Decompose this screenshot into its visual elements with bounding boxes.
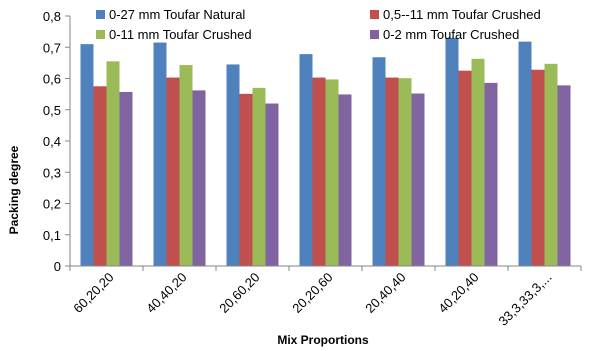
legend-label: 0-2 mm Toufar Crushed [383,27,519,42]
y-tick-label: 0,4 [43,134,61,149]
bar [471,58,485,266]
y-tick-label: 0,1 [43,228,61,243]
bar [445,37,459,266]
y-tick-label: 0,7 [43,40,61,55]
x-tick-labels: 60,20,20 40,40,20 20,60,20 20,20,60 20,40,40… [70,270,554,329]
x-tick-label: 33,3,33,3,... [495,270,554,329]
x-tick-label: 20,60,20 [216,270,262,316]
bar [252,87,266,266]
bar [398,78,412,266]
x-tick-label: 40,40,20 [143,270,189,316]
bar [106,61,120,266]
x-tick-label: 20,40,40 [362,270,408,316]
bar [179,65,193,266]
x-axis-title: Mix Proportions [277,333,369,347]
legend-swatch [370,30,379,39]
legend: 0-27 mm Toufar Natural 0,5--11 mm Toufar … [96,7,541,42]
bar [299,54,313,266]
bar [411,93,425,266]
y-tick-label: 0,3 [43,165,61,180]
legend-swatch [96,30,105,39]
bar [544,63,558,266]
legend-swatch [96,10,105,19]
bar [226,64,240,266]
x-tick-label: 60,20,20 [70,270,116,316]
y-axis-title: Packing degree [7,145,21,234]
bar [518,41,532,266]
bar [372,57,386,266]
bar [80,44,94,266]
y-tick-labels: 0 0,1 0,2 0,3 0,4 0,5 0,6 0,7 0,8 [43,9,61,274]
bar [484,82,498,266]
bar [338,94,352,266]
bar [458,70,472,266]
legend-swatch [370,10,379,19]
bar [325,79,339,266]
legend-label: 0-11 mm Toufar Crushed [109,27,252,42]
bar [557,85,571,266]
y-tick-label: 0,5 [43,103,61,118]
bar [265,103,279,266]
legend-label: 0,5--11 mm Toufar Crushed [383,7,541,22]
bar [93,86,107,266]
y-tick-label: 0,6 [43,72,61,87]
x-tick-label: 40,20,40 [435,270,481,316]
bar [531,69,545,266]
bar [119,91,133,266]
bar [192,90,206,266]
bar [153,42,167,266]
bar [239,93,253,266]
legend-label: 0-27 mm Toufar Natural [109,7,245,22]
bar [312,77,326,266]
bars-group [80,37,571,266]
x-tick-label: 20,20,60 [289,270,335,316]
axes-group [65,15,582,271]
y-tick-label: 0 [54,259,61,274]
bar [166,77,180,266]
y-tick-label: 0,2 [43,197,61,212]
bar [385,77,399,266]
y-tick-label: 0,8 [43,9,61,24]
